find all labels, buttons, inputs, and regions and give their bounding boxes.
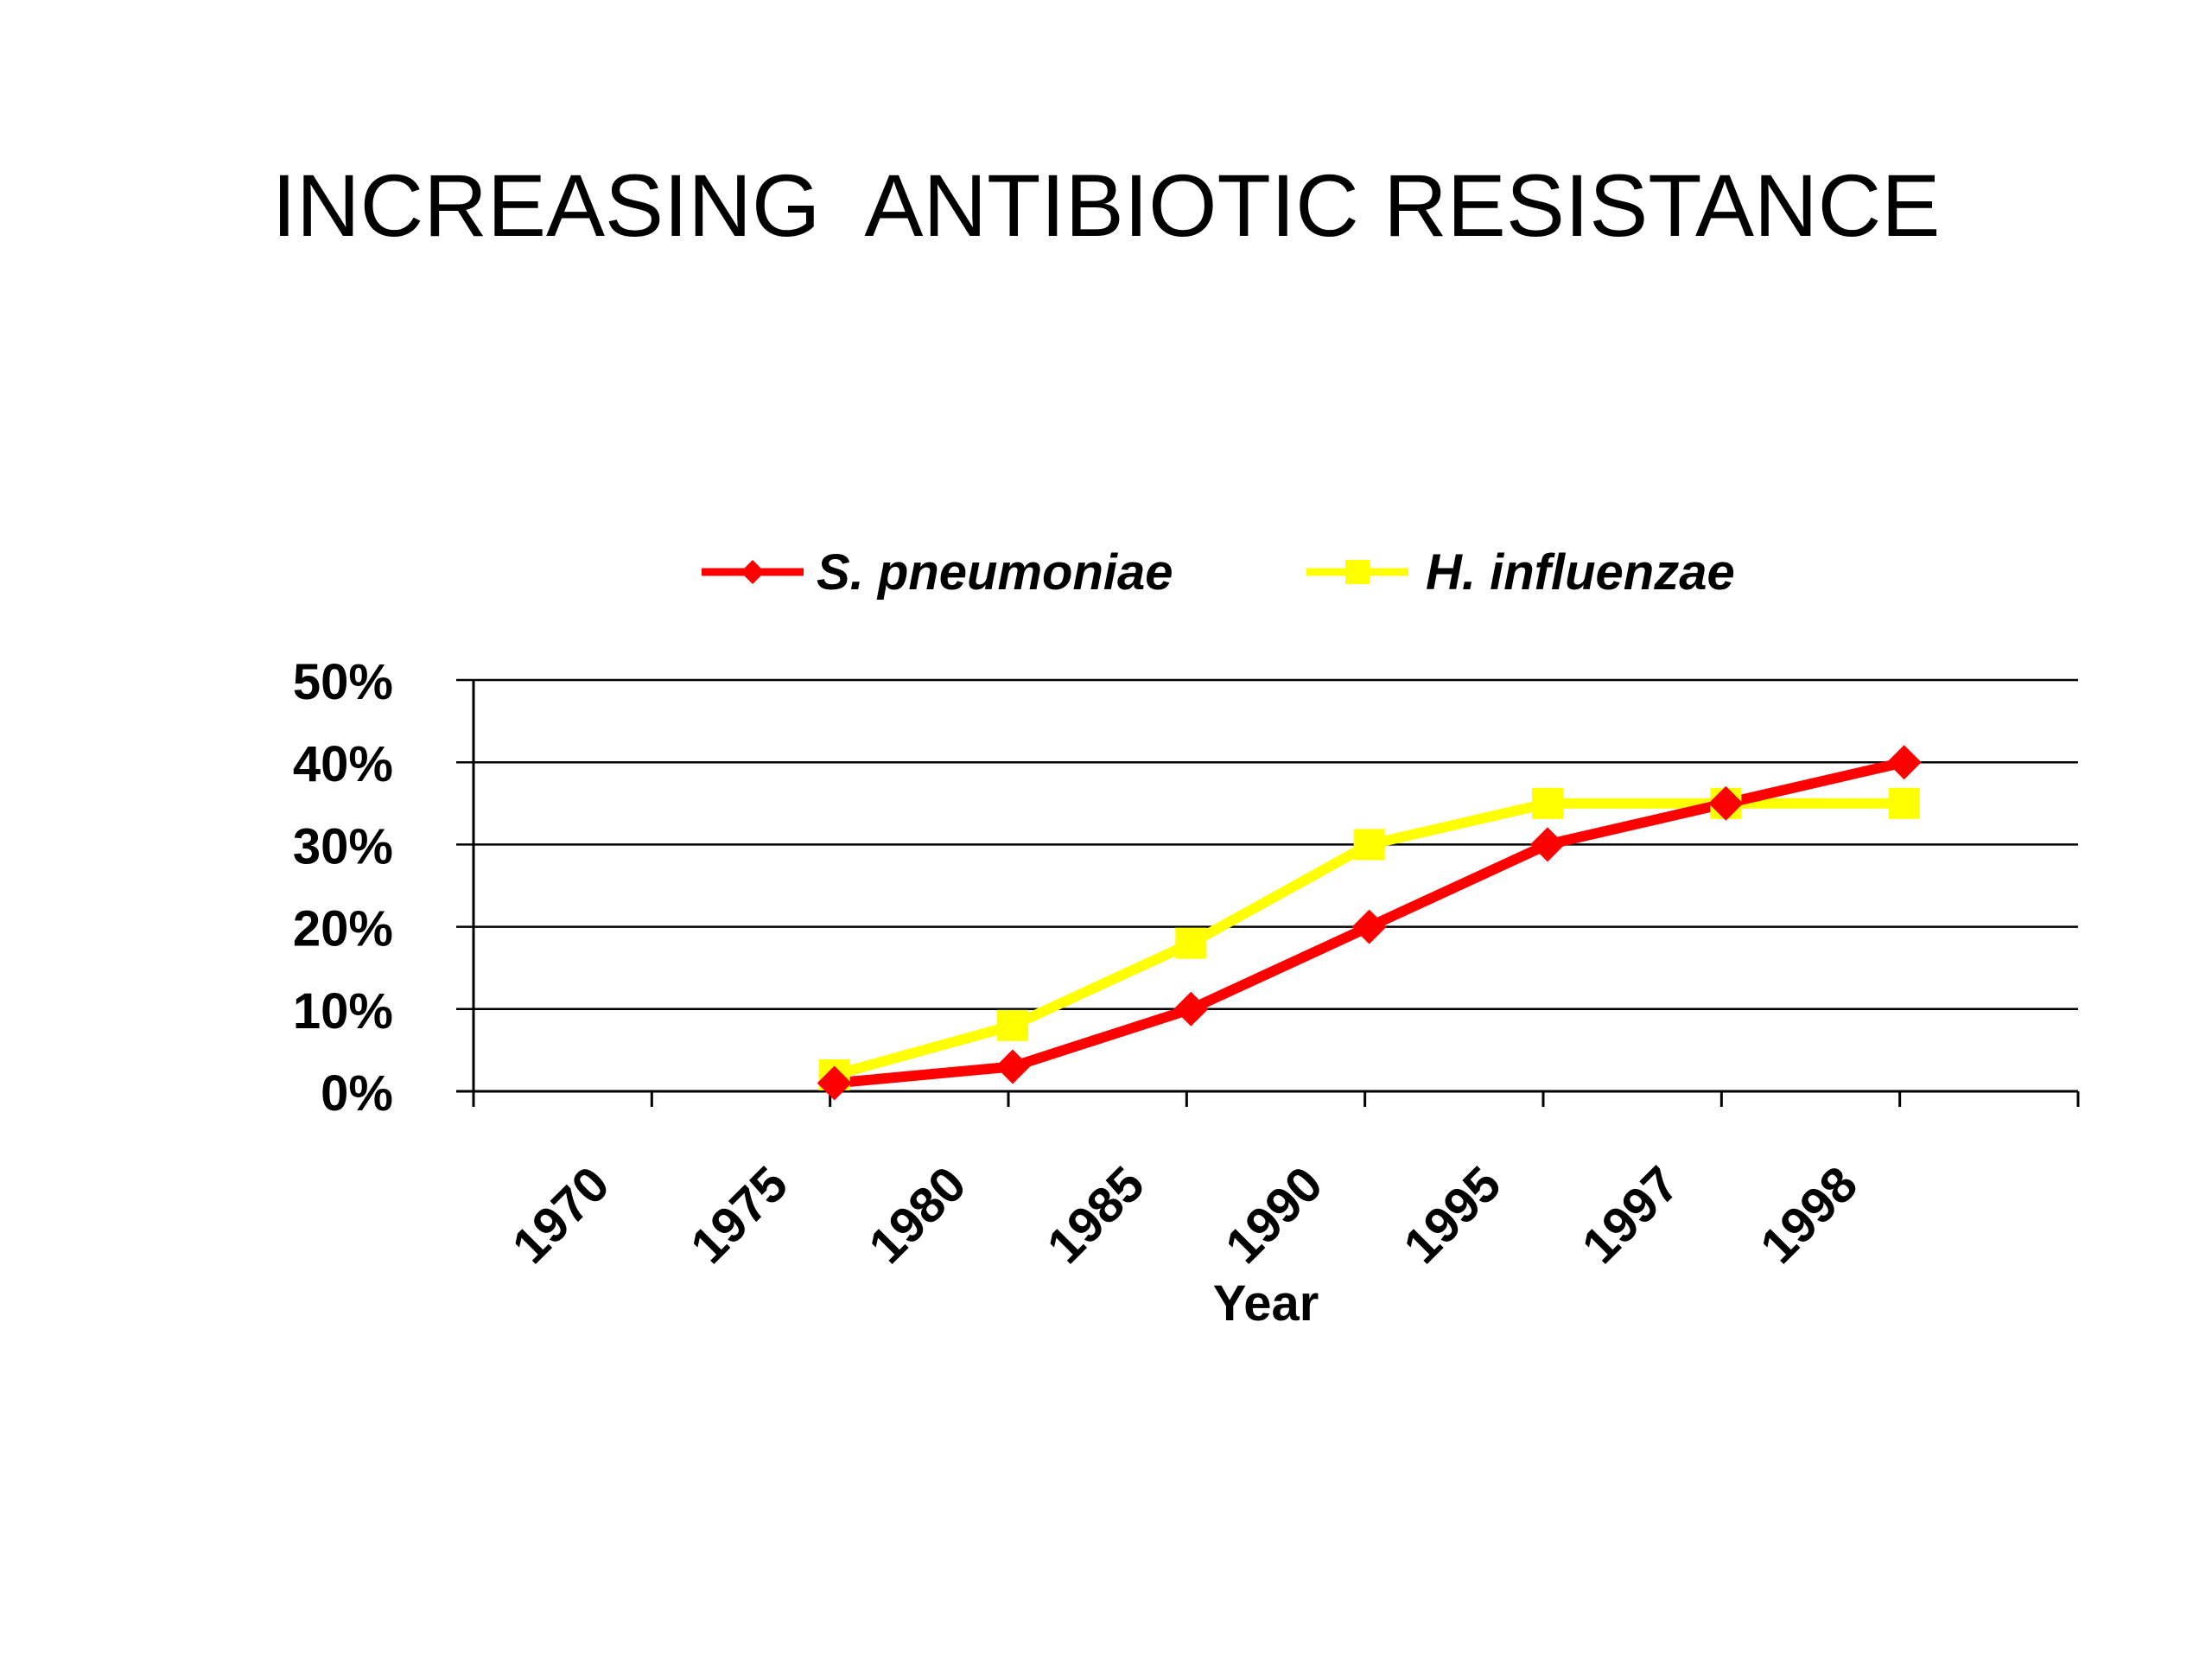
x-tick-label: 1975 — [680, 1156, 798, 1274]
legend-label: S. pneumoniae — [817, 544, 1173, 601]
y-tick-label: 20% — [293, 901, 393, 957]
x-tick-label: 1995 — [1393, 1156, 1511, 1274]
data-point — [1888, 787, 1920, 819]
legend-marker — [1345, 560, 1370, 584]
data-point — [1173, 991, 1209, 1027]
x-tick-label: 1985 — [1037, 1156, 1155, 1274]
y-tick-label: 30% — [293, 818, 393, 874]
y-tick-label: 40% — [293, 736, 393, 792]
y-tick-label: 0% — [321, 1065, 393, 1122]
data-point — [995, 1049, 1030, 1084]
data-point — [1886, 745, 1922, 780]
data-point — [817, 1065, 852, 1101]
legend-marker — [741, 560, 765, 584]
data-point — [1532, 787, 1563, 819]
data-point — [1175, 927, 1207, 959]
legend-label: H. influenzae — [1426, 544, 1735, 601]
y-tick-label: 50% — [293, 654, 393, 710]
data-point — [997, 1009, 1028, 1041]
x-axis-title: Year — [1213, 1275, 1319, 1332]
slide-title: INCREASING ANTIBIOTIC RESISTANCE — [271, 156, 1941, 255]
x-tick-label: 1990 — [1215, 1156, 1333, 1274]
data-point — [1708, 785, 1744, 821]
data-point — [1353, 829, 1385, 861]
x-tick-label: 1980 — [858, 1156, 976, 1274]
x-tick-label: 1998 — [1750, 1156, 1868, 1274]
x-tick-label: 1970 — [502, 1156, 620, 1274]
data-point — [1530, 827, 1565, 862]
y-tick-label: 10% — [293, 983, 393, 1039]
x-tick-label: 1997 — [1572, 1156, 1690, 1274]
data-point — [1351, 909, 1387, 944]
